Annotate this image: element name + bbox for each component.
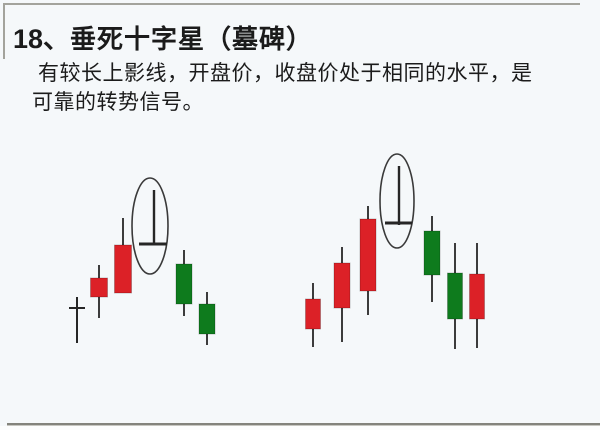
candle-body-green xyxy=(423,230,441,276)
candle-body-red xyxy=(114,244,132,294)
description-text: 有较长上影线，开盘价，收盘价处于相同的水平，是 可靠的转势信号。 xyxy=(32,59,577,117)
candle-body-red xyxy=(305,298,321,330)
candle-body-red xyxy=(90,277,108,298)
candle-body-green xyxy=(198,303,216,335)
candle-body-red xyxy=(333,262,351,309)
candle-body-red xyxy=(359,218,377,292)
page-bottom-margin xyxy=(0,426,600,430)
page-border-bottom xyxy=(7,423,600,425)
candle-body-green xyxy=(175,263,193,305)
candle-body-green xyxy=(447,272,463,320)
candle-body-red xyxy=(469,273,485,320)
section-title-text: 垂死十字星（墓碑） xyxy=(70,25,314,54)
page-border-left xyxy=(3,3,5,59)
description-line-1: 有较长上影线，开盘价，收盘价处于相同的水平，是 xyxy=(38,61,533,85)
page-border-top xyxy=(3,3,580,5)
section-number: 18、 xyxy=(13,24,71,54)
highlight-ellipse xyxy=(379,153,415,249)
highlight-ellipse xyxy=(131,177,169,275)
section-title: 18、垂死十字星（墓碑） xyxy=(13,17,313,56)
description-line-2: 可靠的转势信号。 xyxy=(32,90,204,114)
